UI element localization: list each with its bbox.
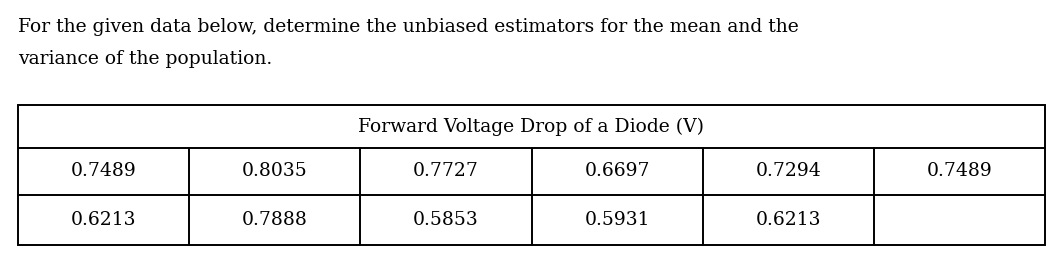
Text: 0.6213: 0.6213 bbox=[71, 211, 136, 229]
Bar bbox=[18, 105, 1045, 245]
Text: 0.8035: 0.8035 bbox=[242, 163, 307, 180]
Text: 0.7489: 0.7489 bbox=[927, 163, 992, 180]
Text: 0.7727: 0.7727 bbox=[414, 163, 478, 180]
Text: 0.7489: 0.7489 bbox=[71, 163, 136, 180]
Text: For the given data below, determine the unbiased estimators for the mean and the: For the given data below, determine the … bbox=[18, 18, 798, 36]
Text: 0.5853: 0.5853 bbox=[414, 211, 478, 229]
Text: variance of the population.: variance of the population. bbox=[18, 50, 272, 68]
Text: 0.6213: 0.6213 bbox=[756, 211, 821, 229]
Text: 0.7294: 0.7294 bbox=[756, 163, 821, 180]
Text: 0.6697: 0.6697 bbox=[585, 163, 649, 180]
Text: Forward Voltage Drop of a Diode (V): Forward Voltage Drop of a Diode (V) bbox=[358, 117, 705, 136]
Text: 0.5931: 0.5931 bbox=[585, 211, 649, 229]
Text: 0.7888: 0.7888 bbox=[241, 211, 307, 229]
